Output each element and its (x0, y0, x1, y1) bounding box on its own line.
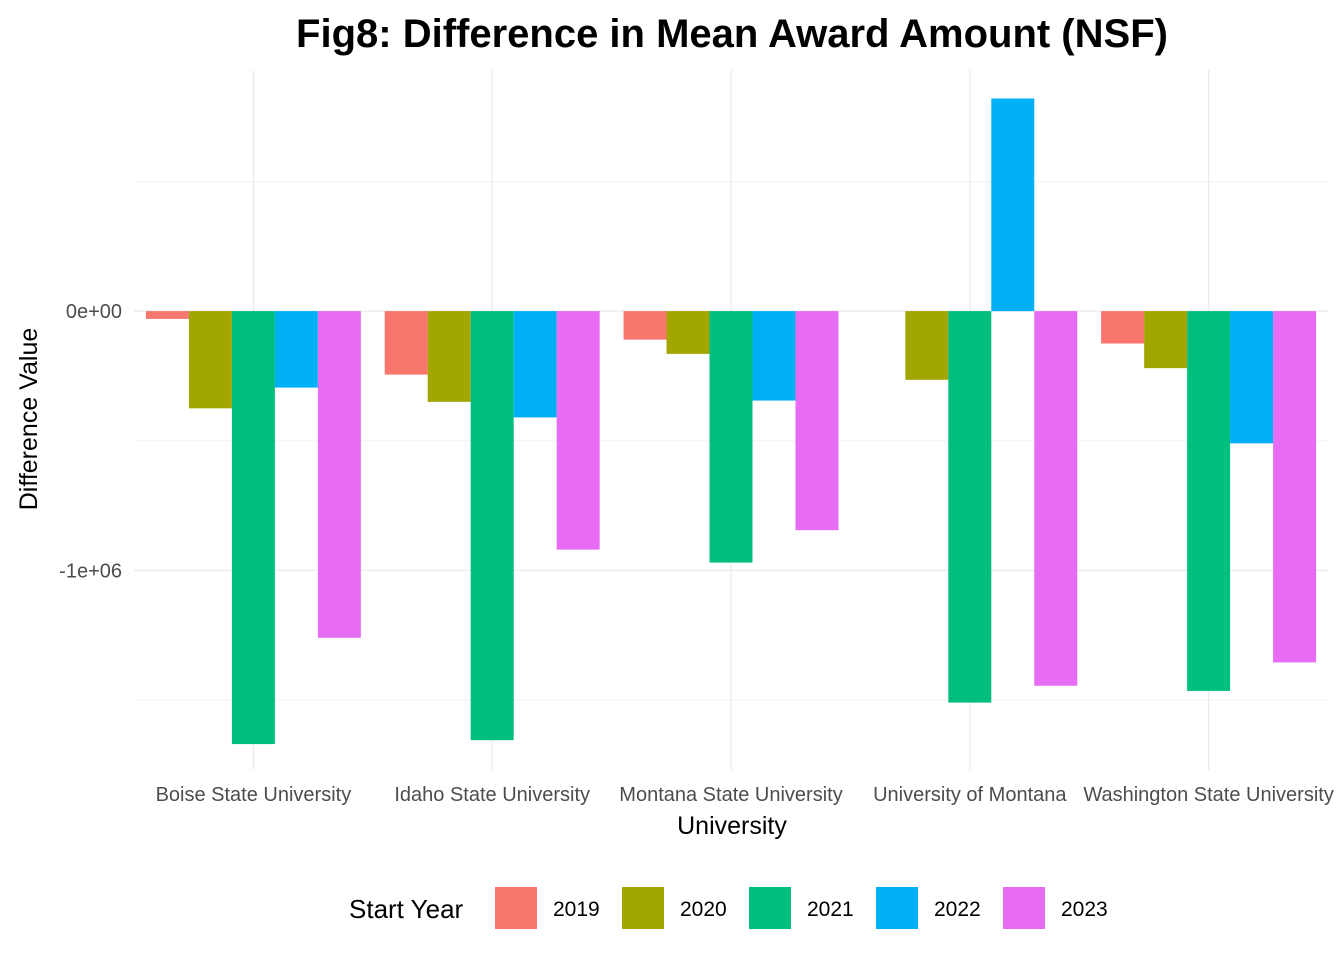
y-tick-label: -1e+06 (59, 560, 122, 582)
x-tick-label: Washington State University (1083, 784, 1333, 806)
bar-2023 (556, 311, 600, 550)
bar-2023 (1273, 311, 1317, 663)
legend-key-2022 (876, 887, 918, 929)
y-axis-title: Difference Value (15, 328, 43, 511)
bar-2022 (513, 311, 557, 418)
x-tick-label: Idaho State University (394, 784, 590, 806)
bar-2019 (145, 311, 189, 319)
bar-2022 (1230, 311, 1274, 444)
bar-2020 (427, 311, 471, 402)
bar-2021 (1187, 311, 1231, 691)
bar-2022 (752, 311, 796, 401)
legend-label: 2020 (680, 898, 727, 921)
x-tick-label: University of Montana (873, 784, 1067, 806)
legend-label: 2021 (807, 898, 854, 921)
chart-title: Fig8: Difference in Mean Award Amount (N… (296, 12, 1168, 56)
bar-2023 (795, 311, 839, 531)
x-axis-ticks: Boise State University Idaho State Univer… (156, 784, 1334, 806)
bar-2019 (623, 311, 667, 340)
legend-label: 2023 (1061, 898, 1108, 921)
bar-2021 (709, 311, 753, 563)
legend-key-2020 (622, 887, 664, 929)
x-tick-label: Boise State University (156, 784, 352, 806)
bar-2021 (948, 311, 992, 703)
legend-label: 2022 (934, 898, 981, 921)
bar-2021 (470, 311, 514, 741)
x-tick-label: Montana State University (619, 784, 842, 806)
bar-2023 (317, 311, 361, 638)
bar-2020 (666, 311, 710, 354)
bar-2020 (905, 311, 949, 380)
legend: Start Year 2019 2020 2021 2022 2023 (349, 887, 1108, 929)
y-axis-ticks: 0e+00 -1e+06 (59, 301, 122, 582)
bar-2019 (384, 311, 428, 375)
legend-key-2021 (749, 887, 791, 929)
bar-2020 (1144, 311, 1188, 369)
x-axis-title: University (677, 812, 787, 840)
bar-2019 (1101, 311, 1145, 344)
bar-2020 (188, 311, 232, 409)
legend-key-2019 (495, 887, 537, 929)
y-tick-label: 0e+00 (66, 301, 122, 323)
legend-key-2023 (1003, 887, 1045, 929)
legend-label: 2019 (553, 898, 600, 921)
bars (145, 98, 1317, 745)
bar-2021 (231, 311, 275, 745)
legend-title: Start Year (349, 894, 464, 924)
bar-2022 (991, 98, 1035, 312)
bar-2023 (1034, 311, 1078, 686)
bar-2022 (274, 311, 318, 388)
